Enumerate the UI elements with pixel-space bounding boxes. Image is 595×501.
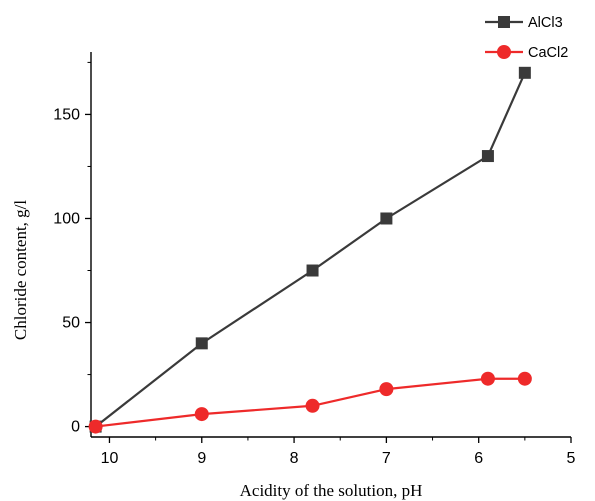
- series-cacl2: [88, 371, 532, 434]
- y-axis-label: Chloride content, g/l: [11, 200, 30, 341]
- x-ticks: 10 9 8 7 6 5: [101, 437, 576, 467]
- data-point-alcl3: [481, 150, 494, 163]
- data-point-alcl3: [518, 66, 531, 79]
- legend: AlCl3 CaCl2: [485, 15, 568, 61]
- y-ticks: 0 50 100 150: [53, 61, 91, 436]
- data-point-cacl2: [480, 371, 495, 386]
- legend-label-alcl3: AlCl3: [528, 15, 563, 31]
- data-point-alcl3: [380, 212, 393, 225]
- legend-marker-cacl2: [497, 45, 511, 59]
- axes: 10 9 8 7 6 5 0 50 100 150: [53, 52, 576, 467]
- data-point-cacl2: [379, 382, 394, 397]
- y-tick-label: 50: [62, 315, 80, 332]
- x-tick-label: 6: [474, 450, 483, 467]
- data-point-cacl2: [305, 398, 320, 413]
- data-point-cacl2: [88, 419, 103, 434]
- x-tick-label: 8: [290, 450, 299, 467]
- x-tick-label: 7: [382, 450, 391, 467]
- y-tick-label: 150: [53, 106, 80, 123]
- series-layer: [88, 66, 532, 434]
- y-tick-label: 100: [53, 210, 80, 227]
- data-point-alcl3: [306, 264, 319, 277]
- series-line-alcl3: [94, 72, 526, 428]
- x-tick-label: 10: [101, 450, 119, 467]
- legend-item-cacl2: CaCl2: [485, 45, 568, 61]
- data-point-alcl3: [195, 337, 208, 350]
- y-tick-label: 0: [71, 419, 80, 436]
- legend-marker-alcl3: [498, 16, 510, 28]
- data-point-cacl2: [517, 371, 532, 386]
- legend-item-alcl3: AlCl3: [485, 15, 563, 31]
- legend-label-cacl2: CaCl2: [528, 45, 568, 61]
- x-tick-label: 9: [197, 450, 206, 467]
- data-point-cacl2: [194, 407, 209, 422]
- x-axis-label: Acidity of the solution, pH: [240, 481, 423, 500]
- series-alcl3: [89, 66, 531, 433]
- x-tick-label: 5: [567, 450, 576, 467]
